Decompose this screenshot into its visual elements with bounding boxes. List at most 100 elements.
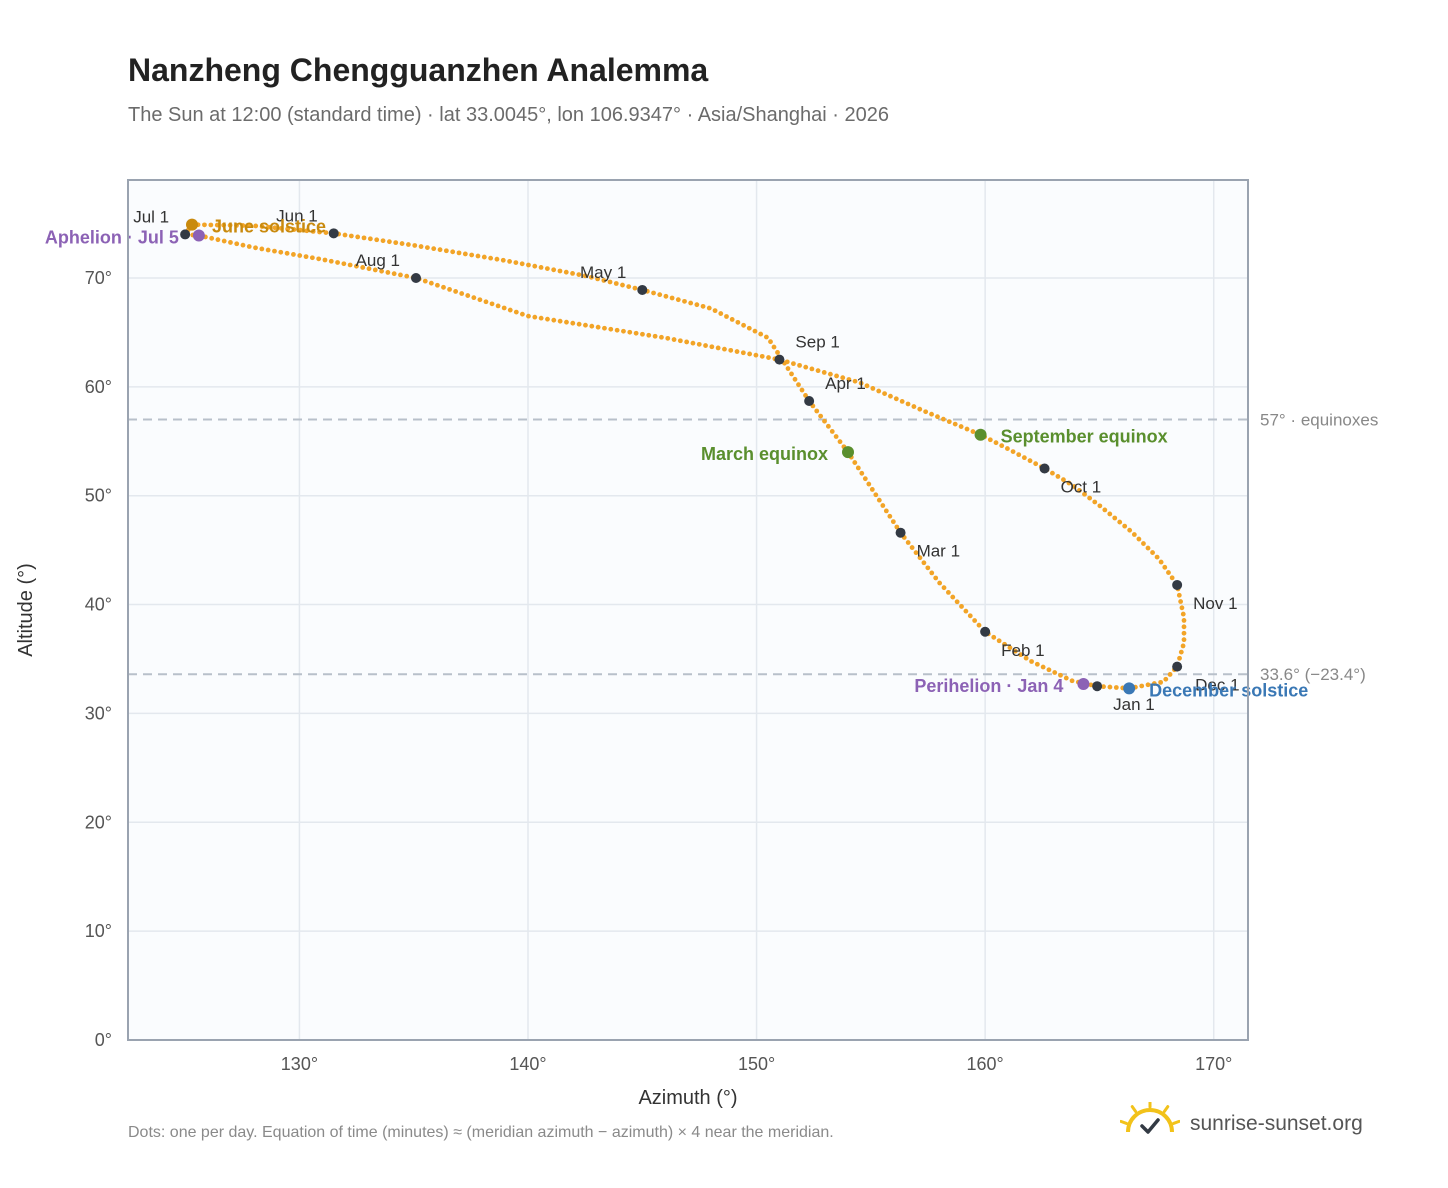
day-dot <box>763 334 769 340</box>
day-dot <box>859 470 865 476</box>
day-dot <box>1107 511 1113 517</box>
y-tick-label: 70° <box>85 268 112 288</box>
day-dot <box>825 423 831 429</box>
day-dot <box>840 375 846 381</box>
day-dot <box>700 303 706 309</box>
day-dot <box>864 383 870 389</box>
day-dot <box>1180 643 1186 649</box>
month-marker-label: Jul 1 <box>133 207 169 226</box>
day-dot <box>883 508 889 514</box>
month-marker-label: Dec 1 <box>1195 676 1239 695</box>
day-dot <box>355 234 361 240</box>
day-dot <box>1101 684 1106 690</box>
day-dot <box>803 364 809 370</box>
day-dot <box>570 271 575 276</box>
day-dot <box>669 295 675 301</box>
day-dot <box>399 241 405 246</box>
day-dot <box>703 343 708 348</box>
day-dot <box>266 224 271 230</box>
day-dot <box>424 245 430 250</box>
day-dot <box>709 344 715 350</box>
day-dot <box>729 317 735 322</box>
month-marker-label: Sep 1 <box>795 333 839 352</box>
month-marker-dot <box>774 354 785 365</box>
day-dot <box>791 361 796 367</box>
month-marker-label: May 1 <box>580 263 626 282</box>
day-dot <box>917 406 923 412</box>
day-dot <box>608 326 614 332</box>
month-marker-dot <box>804 395 815 406</box>
day-dot <box>952 421 958 427</box>
day-dot <box>221 222 227 228</box>
day-dot <box>202 222 207 228</box>
day-dot <box>1136 536 1142 542</box>
y-tick-label: 30° <box>85 703 112 723</box>
day-dot <box>278 249 284 255</box>
event-marker-label: Aphelion · Jul 5 <box>45 228 179 248</box>
day-dot <box>563 269 569 275</box>
day-dot <box>837 439 843 445</box>
day-dot <box>227 222 233 228</box>
brand-name[interactable]: sunrise-sunset.org <box>1190 1112 1363 1135</box>
day-dot <box>768 339 773 345</box>
day-dot <box>797 362 802 368</box>
day-dot <box>435 282 440 288</box>
x-axis-ticks: 130° 140° 150° 160° 170° <box>281 1054 1233 1074</box>
day-dot <box>404 273 410 279</box>
day-dot <box>1023 655 1029 661</box>
day-dot <box>360 265 366 270</box>
day-dot <box>724 314 729 319</box>
day-dot <box>954 599 960 605</box>
day-dot <box>941 585 947 591</box>
day-dot <box>291 252 296 257</box>
x-tick-label: 160° <box>967 1054 1004 1074</box>
day-dot <box>911 404 917 409</box>
day-dot <box>483 299 489 305</box>
month-marker-label: Feb 1 <box>1001 641 1044 660</box>
day-dot <box>1069 678 1075 684</box>
day-dot <box>887 513 893 519</box>
day-dot <box>1034 661 1040 667</box>
day-dot <box>595 276 601 282</box>
day-dot <box>1027 458 1033 464</box>
day-dot <box>621 328 626 334</box>
month-marker-dot <box>1039 463 1050 474</box>
day-dot <box>870 386 876 391</box>
event-marker-label: March equinox <box>701 444 828 464</box>
day-dot <box>1046 667 1052 673</box>
day-dot <box>234 223 239 228</box>
day-dot <box>758 331 764 337</box>
day-dot <box>354 263 359 269</box>
day-dot <box>309 255 315 261</box>
day-dot <box>675 297 681 303</box>
day-dot <box>526 313 531 319</box>
day-dot <box>909 545 915 550</box>
day-dot <box>945 589 951 595</box>
day-dot <box>303 254 309 260</box>
day-dot <box>890 519 896 525</box>
day-dot <box>366 266 372 272</box>
day-dot <box>1097 503 1103 509</box>
day-dot <box>715 345 721 351</box>
day-dot <box>1018 652 1024 658</box>
day-dot <box>221 238 227 244</box>
day-dot <box>613 281 619 286</box>
day-dot <box>852 378 858 384</box>
day-dot <box>846 377 852 382</box>
day-dot <box>1151 681 1157 686</box>
day-dot <box>882 391 887 397</box>
day-dot <box>690 340 696 346</box>
day-dot <box>374 237 380 243</box>
day-dot <box>431 246 437 252</box>
day-dot <box>821 370 827 375</box>
month-marker-dot <box>328 228 339 239</box>
day-dot <box>489 301 495 307</box>
logo-ray <box>1130 1105 1138 1114</box>
day-dot <box>469 252 475 258</box>
day-dot <box>443 248 449 254</box>
day-dot <box>923 409 929 415</box>
day-dot <box>1131 532 1137 537</box>
day-dot <box>418 244 424 249</box>
plot-frame <box>127 179 1249 1041</box>
day-dot <box>1050 470 1055 476</box>
